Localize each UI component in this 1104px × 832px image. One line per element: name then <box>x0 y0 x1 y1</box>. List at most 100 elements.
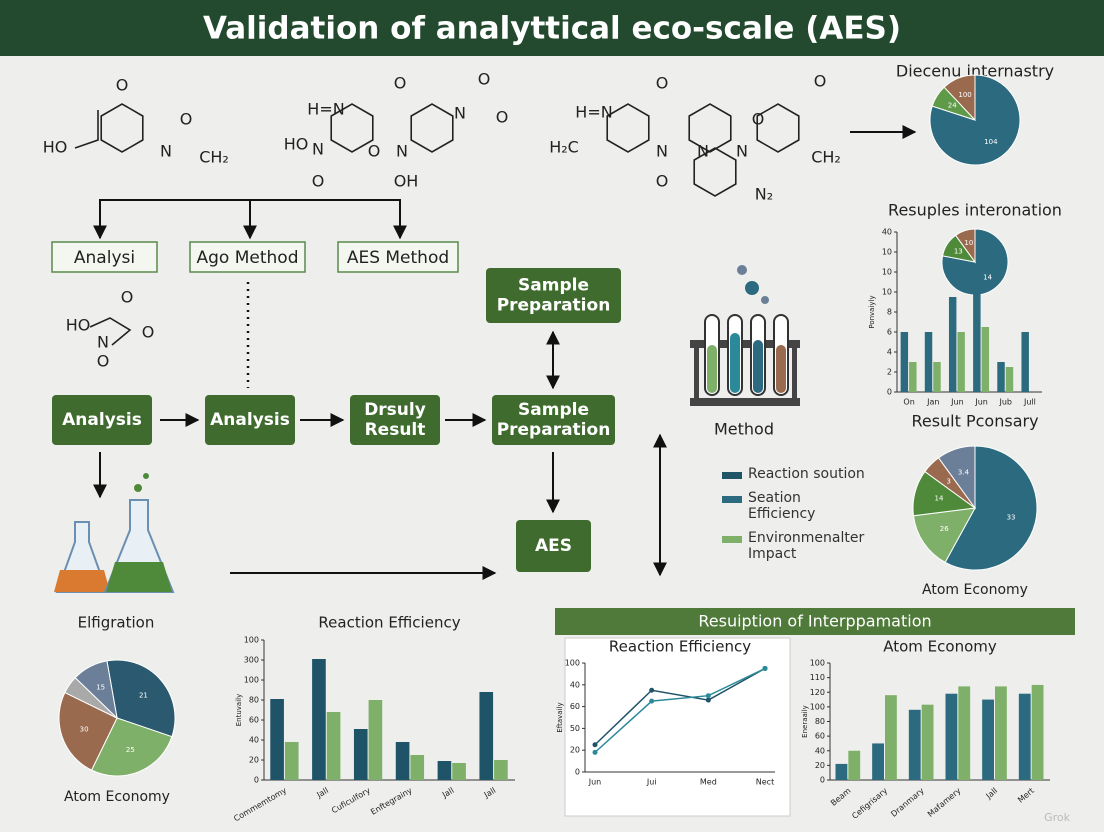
slice-label: 10 <box>964 239 973 247</box>
slice-label: 100 <box>958 91 971 99</box>
y-tick-label: 20 <box>570 746 580 755</box>
chart-caption: Atom Economy <box>64 789 170 805</box>
y-axis-label: Ponvaiyly <box>868 295 876 328</box>
legend-swatch <box>722 536 742 543</box>
x-tick-label: Med <box>700 778 717 787</box>
bar <box>410 755 425 780</box>
atom-label: O <box>478 70 491 89</box>
line-point <box>705 697 711 703</box>
x-tick-label: Cuficulfory <box>330 786 372 815</box>
bar <box>312 659 326 780</box>
y-tick-label: 60 <box>249 716 259 725</box>
line-point <box>705 693 711 699</box>
atom-label: N <box>697 142 709 161</box>
bar <box>270 699 284 780</box>
x-tick-label: Jun <box>950 398 964 407</box>
bar <box>997 362 1005 392</box>
bar <box>995 686 1007 780</box>
x-tick-label: Jui <box>646 778 657 787</box>
bar <box>908 709 921 780</box>
bar <box>395 742 410 780</box>
banner-text: Resuiption of Interppamation <box>698 612 931 631</box>
x-tick-label: Jall <box>984 786 1000 801</box>
atom-label: N <box>312 140 324 159</box>
x-tick-label: Cefigrisary <box>850 786 889 821</box>
slice-label: 14 <box>983 273 992 281</box>
pie-slice <box>954 228 976 264</box>
y-tick-label: 0 <box>254 776 259 785</box>
y-tick-label: 120 <box>810 688 825 697</box>
atom-label: N <box>656 142 668 161</box>
atom-label: O <box>97 352 110 371</box>
bar <box>284 742 299 780</box>
slice-label: 3 <box>946 478 950 486</box>
atom-label: O <box>121 288 134 307</box>
bar <box>437 761 452 780</box>
process-box <box>492 395 615 445</box>
y-tick-label: 40 <box>815 746 825 755</box>
y-tick-label: 0 <box>820 776 825 785</box>
process-box-label: Analysis <box>62 410 142 430</box>
bar <box>885 695 897 780</box>
atom-label: O <box>312 172 325 191</box>
bond <box>74 110 99 149</box>
bar <box>479 692 494 780</box>
bar <box>973 287 981 392</box>
bar <box>368 700 383 780</box>
y-tick-label: 2 <box>887 368 892 377</box>
chart-caption: Atom Economy <box>922 582 1028 598</box>
slice-label: 30 <box>80 725 89 733</box>
flasks <box>54 473 175 593</box>
bar <box>872 743 884 780</box>
ring <box>330 103 374 153</box>
bar <box>1018 693 1031 780</box>
y-tick-label: 10 <box>882 288 892 297</box>
pie-slice <box>106 659 176 738</box>
atom-label: H=N <box>307 100 344 119</box>
bar <box>452 763 466 780</box>
atom-label: O <box>814 72 827 91</box>
y-tick-label: 6 <box>887 328 892 337</box>
atom-label: N <box>160 142 172 161</box>
atom-label: CH₂ <box>199 148 229 167</box>
y-tick-label: 100 <box>565 659 580 668</box>
atom-label: N <box>97 333 109 352</box>
ring <box>410 103 454 153</box>
slice-label: 21 <box>139 691 148 699</box>
x-tick-label: Jull <box>1023 398 1036 407</box>
bar <box>921 704 934 780</box>
atom-label: HO <box>43 138 68 157</box>
x-tick-label: Beam <box>829 786 853 808</box>
atom-label: O <box>496 108 509 127</box>
bar <box>924 332 933 392</box>
y-tick-label: 40 <box>882 228 892 237</box>
pie-slice <box>943 74 976 122</box>
pie-slice <box>944 445 1038 571</box>
line-point <box>649 687 655 693</box>
y-tick-label: 100 <box>244 676 259 685</box>
process-box-label: Analysis <box>210 410 290 430</box>
y-axis-label: Eneraaily <box>801 705 809 738</box>
process-box <box>52 395 152 445</box>
y-tick-label: 0 <box>887 388 892 397</box>
x-tick-label: Jun <box>588 778 602 787</box>
slice-label: 104 <box>984 138 998 146</box>
pie-slice <box>937 445 976 510</box>
x-tick-label: Mert <box>1016 786 1036 805</box>
y-axis-label: Entuvaily <box>235 694 243 727</box>
method-box <box>337 241 459 273</box>
label-line: Drsuly <box>364 400 426 420</box>
atom-label: N <box>396 142 408 161</box>
method-box-label: AES Method <box>347 248 449 268</box>
bar <box>848 750 861 780</box>
y-tick-label: 10 <box>882 268 892 277</box>
slice-label: 13 <box>954 247 963 255</box>
ring <box>100 103 144 153</box>
atom-label: N <box>454 104 466 123</box>
x-tick-label: Commemtomy <box>232 786 288 824</box>
ring <box>693 147 737 197</box>
atom-label: O <box>368 142 381 161</box>
watermark: Grok <box>1044 811 1071 824</box>
